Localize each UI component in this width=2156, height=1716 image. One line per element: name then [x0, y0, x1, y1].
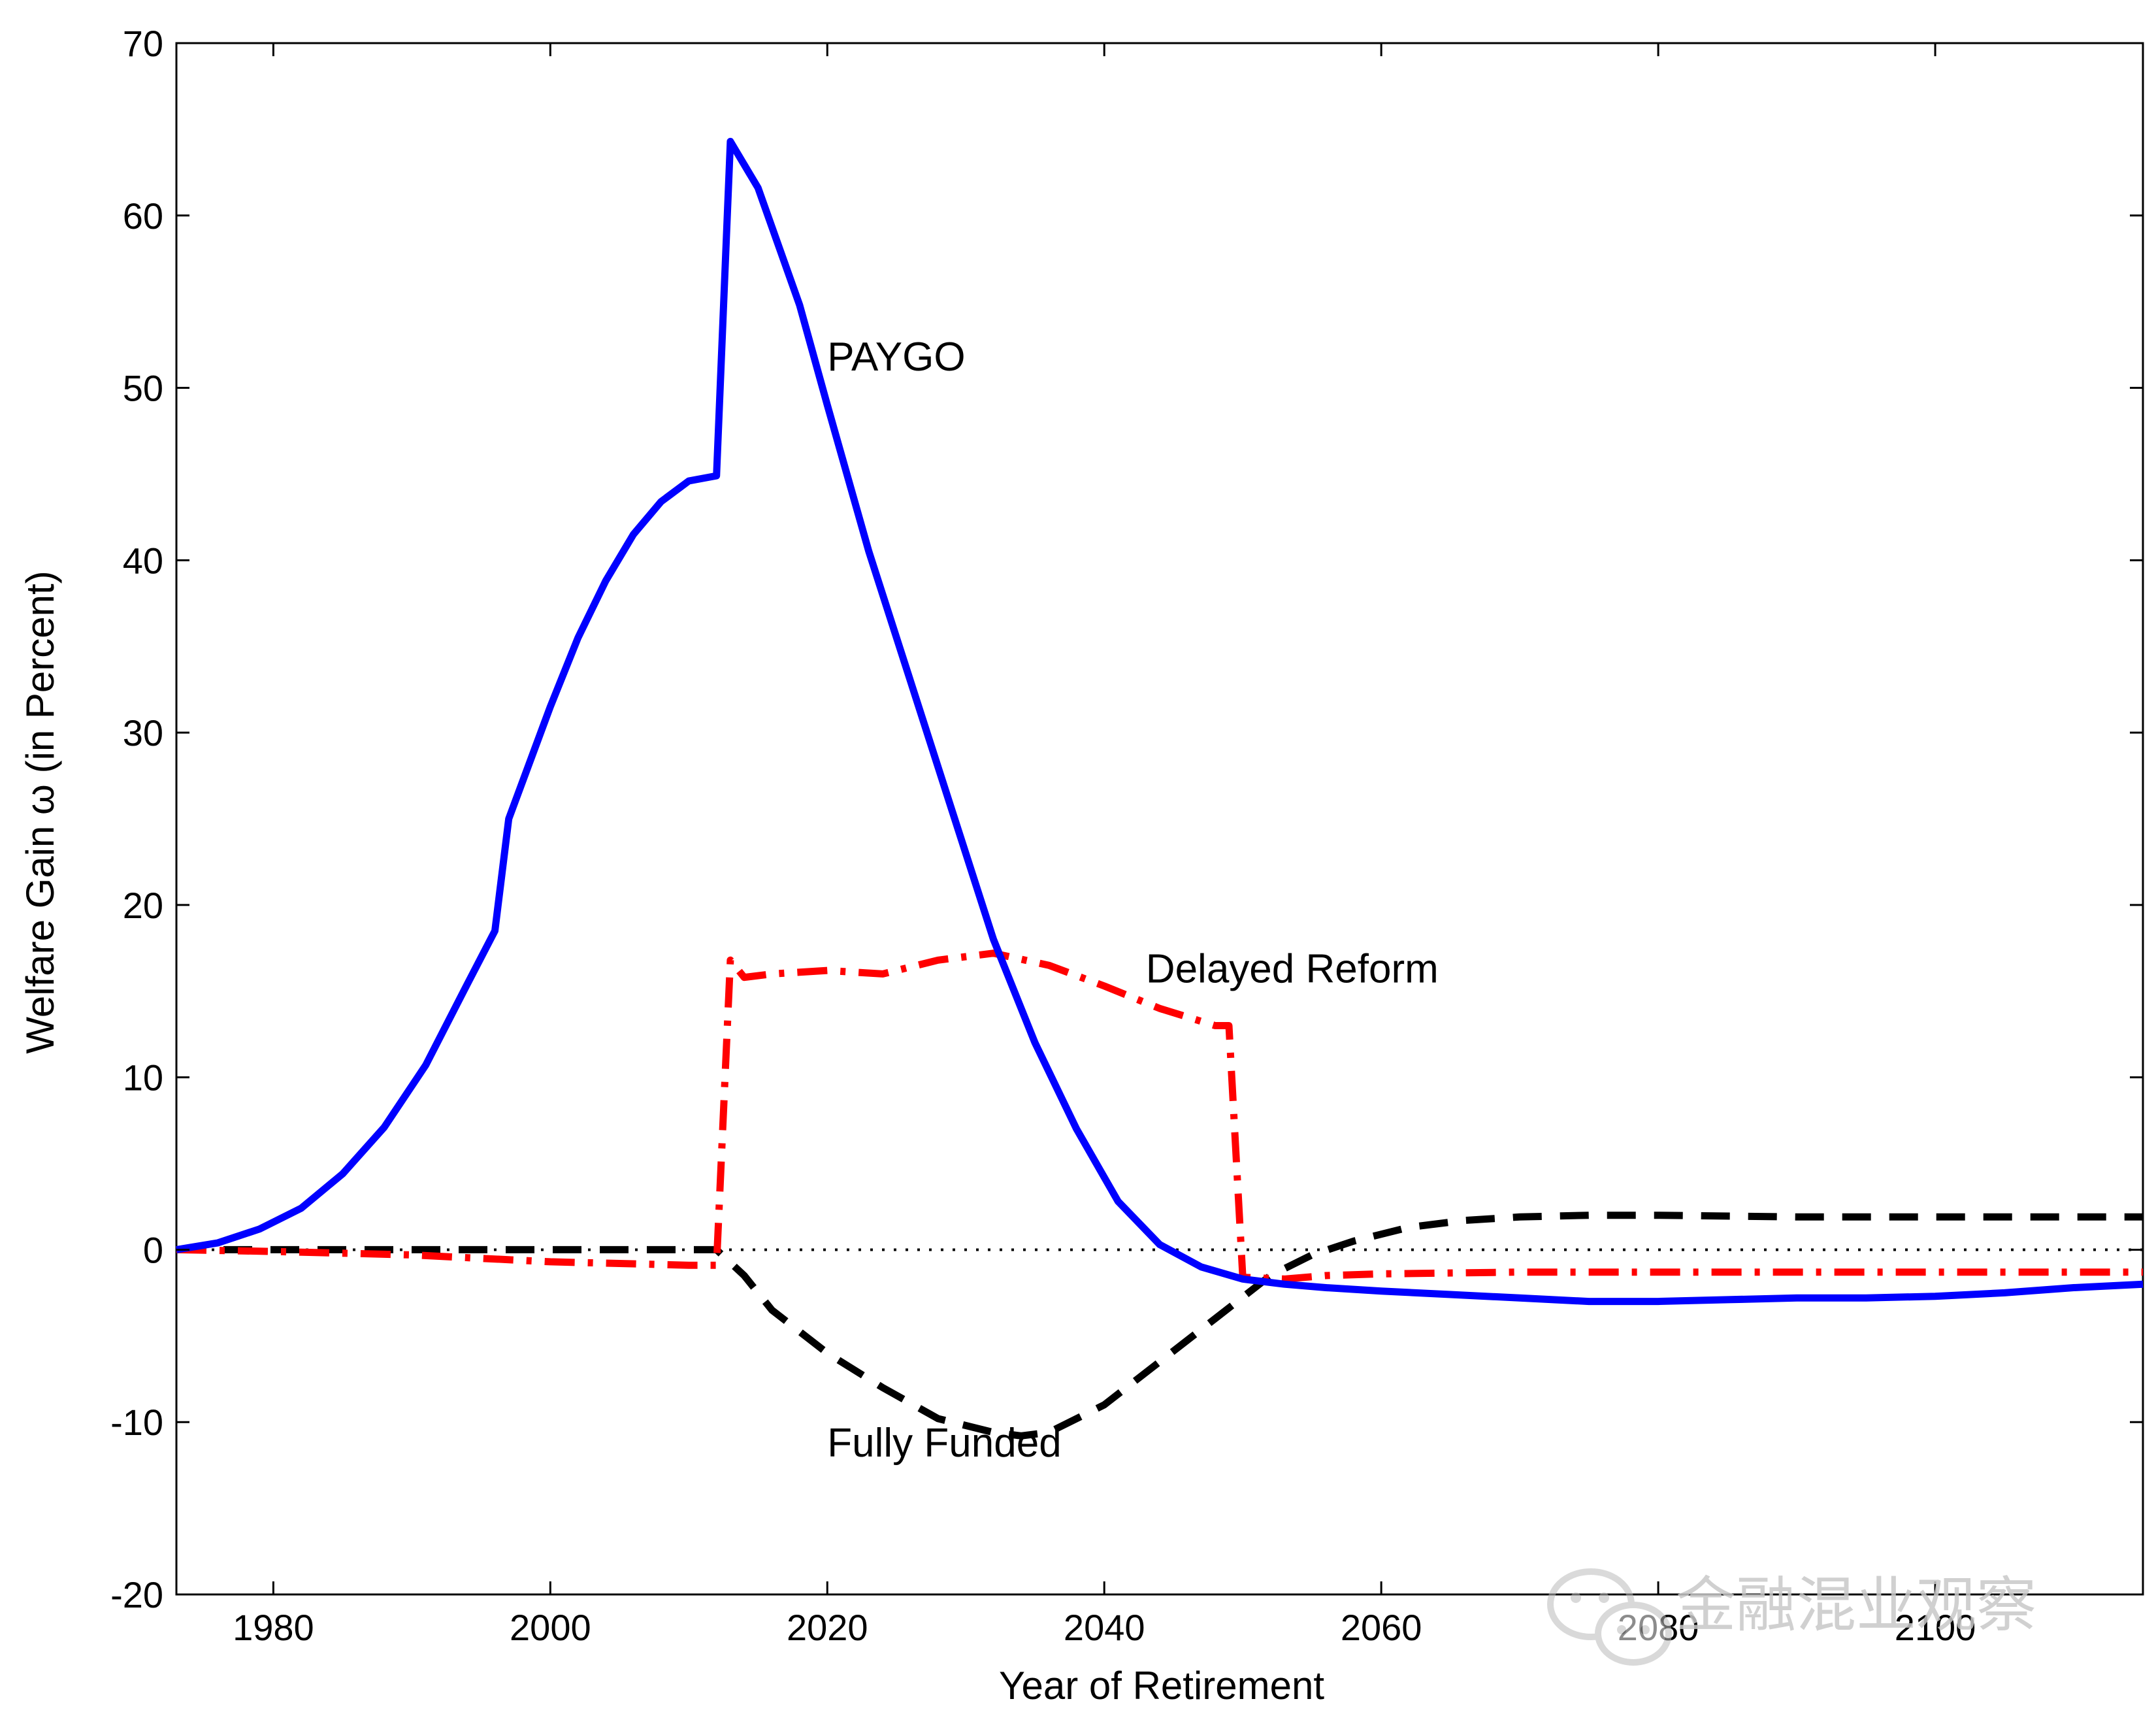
annotation-label: Fully Funded — [827, 1421, 1061, 1466]
annotations-layer: PAYGO Delayed Reform Fully Funded — [827, 335, 1439, 1466]
y-axis-label: Welfare Gain ω (in Percent) — [18, 570, 62, 1053]
y-tick-label: 0 — [143, 1229, 163, 1270]
y-tick-label: 30 — [123, 712, 163, 753]
wechat-icon — [1547, 1568, 1672, 1666]
y-tick-label: 40 — [123, 540, 163, 581]
y-tick-label: 60 — [123, 195, 163, 237]
watermark: 金融混业观察 — [1547, 1568, 2036, 1666]
watermark-text: 金融混业观察 — [1676, 1570, 2036, 1640]
y-tick-label: 70 — [123, 23, 163, 64]
x-axis-label: Year of Retirement — [999, 1664, 1324, 1708]
x-tick-label: 1980 — [233, 1607, 314, 1648]
x-tick-label: 2020 — [787, 1607, 868, 1648]
annotation-label: Delayed Reform — [1146, 947, 1439, 992]
plot-frame — [175, 42, 2144, 1596]
plot-area-border — [175, 42, 2144, 1596]
ticks-layer: 1980200020202040206020802100-20-10010203… — [110, 23, 2143, 1648]
series-line-delayed-reform — [176, 949, 2143, 1283]
series-line-paygo — [176, 137, 2144, 1306]
y-tick-label: 50 — [123, 368, 163, 409]
y-tick-label: 10 — [123, 1057, 163, 1098]
series-line-fully-funded — [176, 1212, 2143, 1440]
y-tick-label: 20 — [123, 885, 163, 926]
y-tick-label: -20 — [110, 1574, 163, 1615]
x-tick-label: 2060 — [1341, 1607, 1422, 1648]
annotation-label: PAYGO — [827, 335, 965, 380]
y-tick-label: -10 — [110, 1402, 163, 1443]
x-tick-label: 2040 — [1064, 1607, 1145, 1648]
series-layer — [176, 137, 2144, 1440]
x-tick-label: 2000 — [510, 1607, 591, 1648]
x-tick-label: 2100 — [1895, 1607, 1976, 1648]
